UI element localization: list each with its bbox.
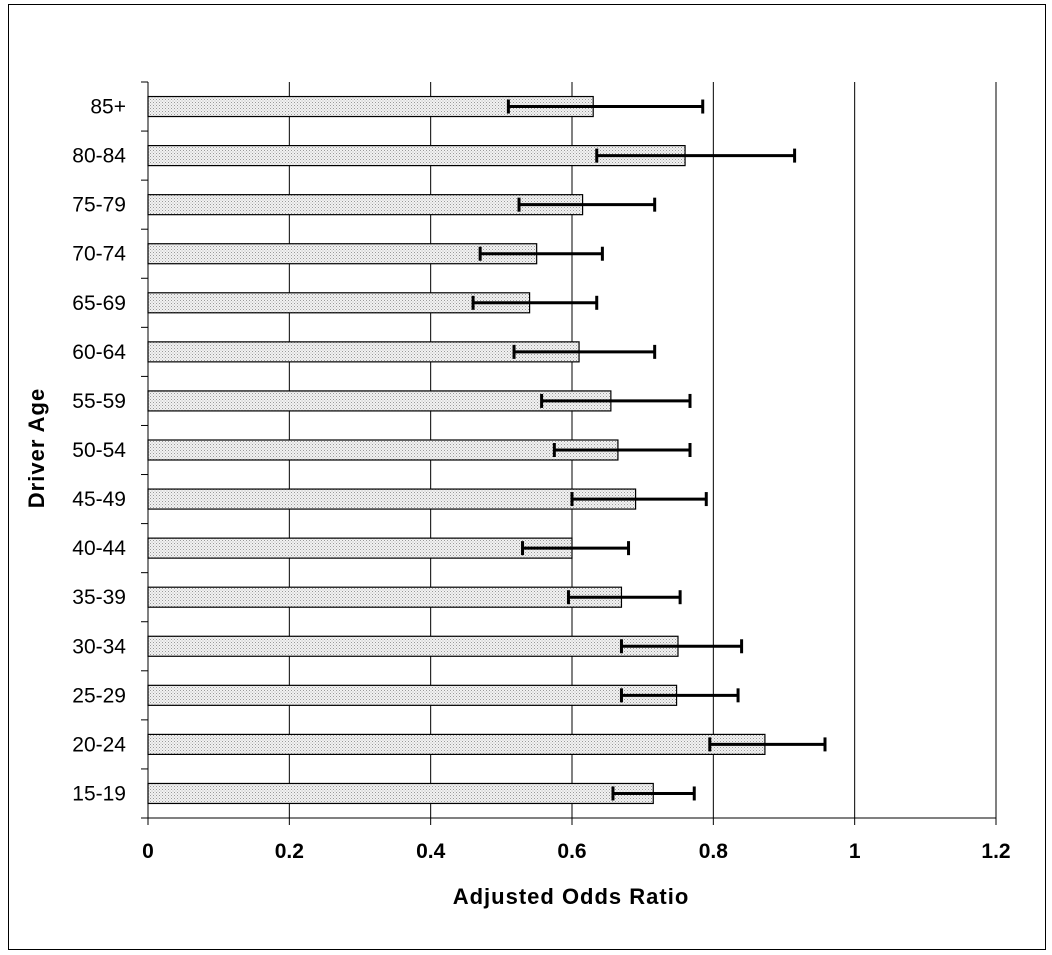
y-tick-label: 55-59 bbox=[72, 390, 126, 413]
y-tick-label: 20-24 bbox=[72, 733, 126, 756]
y-tick-label: 35-39 bbox=[72, 586, 126, 609]
y-tick-label: 70-74 bbox=[72, 243, 126, 266]
y-tick-label: 15-19 bbox=[72, 782, 126, 805]
y-tick-label: 50-54 bbox=[72, 439, 126, 462]
bar bbox=[147, 684, 678, 706]
x-tick-label: 1 bbox=[849, 840, 861, 863]
bar bbox=[147, 635, 679, 657]
bar bbox=[147, 194, 584, 216]
bar bbox=[147, 488, 637, 510]
x-tick-label: 0.2 bbox=[275, 840, 304, 863]
y-tick-label: 25-29 bbox=[72, 684, 126, 707]
x-tick-label: 0.4 bbox=[416, 840, 446, 863]
bar bbox=[147, 243, 538, 265]
y-tick-label: 60-64 bbox=[72, 341, 126, 364]
y-tick-label: 80-84 bbox=[72, 145, 126, 168]
bar bbox=[147, 586, 623, 608]
x-axis-title: Adjusted Odds Ratio bbox=[453, 884, 690, 909]
x-tick-label: 0.8 bbox=[699, 840, 729, 863]
bar bbox=[147, 537, 573, 559]
x-tick-labels: 0 0.2 0.4 0.6 0.8 1 1.2 bbox=[142, 840, 1010, 863]
bar bbox=[147, 733, 766, 756]
error-bars bbox=[471, 99, 827, 801]
bar bbox=[147, 439, 619, 461]
y-tick-label: 85+ bbox=[90, 96, 126, 119]
bar bbox=[147, 782, 654, 805]
y-tick-label: 40-44 bbox=[72, 537, 126, 560]
y-tick-label: 45-49 bbox=[72, 488, 126, 511]
x-tick-label: 1.2 bbox=[981, 840, 1010, 863]
x-tick-label: 0.6 bbox=[557, 840, 586, 863]
y-tick-label: 30-34 bbox=[72, 635, 126, 658]
axes bbox=[141, 81, 997, 825]
y-axis-title: Driver Age bbox=[24, 388, 49, 508]
y-tick-labels: 85+ 80-84 75-79 70-74 65-69 60-64 55-59 50-54 45… bbox=[72, 96, 126, 806]
bars bbox=[147, 95, 766, 805]
y-tick-label: 75-79 bbox=[72, 194, 126, 217]
y-tick-label: 65-69 bbox=[72, 292, 126, 315]
x-tick-label: 0 bbox=[142, 840, 154, 863]
